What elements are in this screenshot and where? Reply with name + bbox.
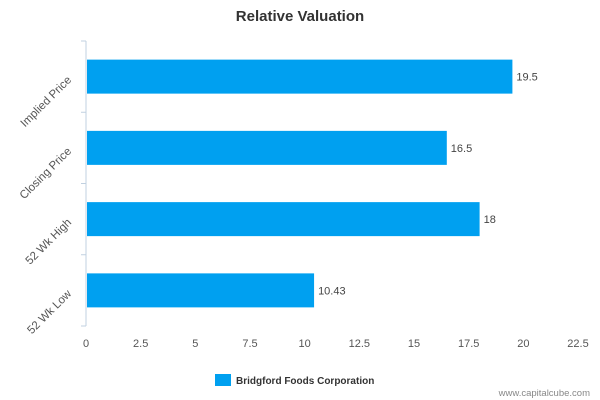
x-tick-label: 15 (408, 338, 420, 350)
data-label: 19.5 (516, 72, 537, 84)
legend-label: Bridgford Foods Corporation (236, 376, 374, 387)
bar[interactable] (87, 273, 315, 308)
bar[interactable] (87, 202, 480, 237)
category-label: 52 Wk Low (25, 288, 74, 337)
x-tick-label: 10 (299, 338, 311, 350)
category-label: Implied Price (19, 74, 74, 129)
data-label: 16.5 (451, 143, 472, 155)
value-axis-ticks: 0 2.5 5 7.5 10 12.5 15 17.5 20 22.5 (83, 338, 589, 350)
category-label: 52 Wk High (24, 217, 75, 268)
data-label: 18 (484, 214, 496, 226)
bar[interactable] (87, 59, 513, 94)
x-tick-label: 2.5 (133, 338, 148, 350)
chart-title: Relative Valuation (236, 8, 364, 25)
x-tick-label: 17.5 (458, 338, 479, 350)
x-tick-label: 22.5 (567, 338, 588, 350)
data-label: 10.43 (318, 285, 346, 297)
category-labels: Implied Price Closing Price 52 Wk High 52 W… (18, 74, 75, 336)
legend[interactable]: Bridgford Foods Corporation (215, 374, 374, 387)
x-tick-label: 0 (83, 338, 89, 350)
x-tick-label: 7.5 (242, 338, 257, 350)
bar[interactable] (87, 130, 447, 165)
legend-swatch (215, 374, 231, 386)
x-tick-label: 20 (517, 338, 529, 350)
data-labels: 19.5 16.5 18 10.43 (318, 72, 538, 298)
x-tick-label: 5 (192, 338, 198, 350)
credit-text[interactable]: www.capitalcube.com (498, 388, 590, 399)
category-label: Closing Price (18, 146, 74, 202)
bars (87, 59, 513, 308)
category-axis-ticks (81, 40, 86, 327)
x-tick-label: 12.5 (349, 338, 370, 350)
